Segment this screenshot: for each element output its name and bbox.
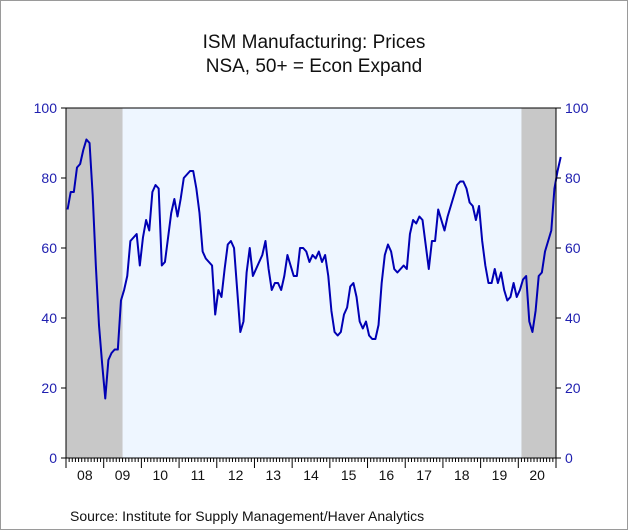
recession-band-1	[66, 108, 123, 458]
y-tick-label-left: 100	[34, 100, 58, 116]
x-tick-label: 15	[341, 467, 357, 483]
chart-subtitle: NSA, 50+ = Econ Expand	[205, 56, 423, 77]
x-tick-label: 11	[191, 467, 206, 483]
x-tick-label: 12	[228, 467, 244, 483]
y-tick-label-left: 40	[41, 310, 57, 326]
series-line-layer	[66, 138, 562, 400]
recession-bands	[66, 108, 556, 458]
y-tick-label-right: 0	[565, 450, 573, 466]
series-line-prices	[66, 138, 562, 400]
x-tick-label: 08	[77, 467, 93, 483]
y-tick-label-right: 40	[565, 310, 581, 326]
x-tick-label: 09	[115, 467, 131, 483]
x-tick-label: 18	[454, 467, 470, 483]
y-tick-label-right: 80	[565, 170, 581, 186]
y-tick-label-right: 20	[565, 380, 581, 396]
y-tick-label-left: 60	[41, 240, 57, 256]
x-tick-label: 14	[303, 467, 319, 483]
x-tick-label: 16	[379, 467, 395, 483]
y-tick-label-right: 100	[565, 100, 589, 116]
y-tick-label-left: 0	[49, 450, 57, 466]
axes: 0 0 20 20 40 40 60 60 80 80 100 100 08 09 10 11 12 13 14 15…	[34, 100, 589, 483]
y-tick-label-left: 20	[41, 380, 57, 396]
source-note: Source: Institute for Supply Management/…	[70, 508, 425, 524]
x-tick-label: 17	[416, 467, 432, 483]
y-tick-label-right: 60	[565, 240, 581, 256]
x-tick-label: 10	[152, 467, 168, 483]
plot-area	[66, 108, 556, 458]
chart-title: ISM Manufacturing: Prices	[202, 32, 426, 53]
x-tick-label: 20	[529, 467, 545, 483]
x-tick-label: 19	[492, 467, 508, 483]
y-tick-label-left: 80	[41, 170, 57, 186]
x-tick-label: 13	[266, 467, 282, 483]
